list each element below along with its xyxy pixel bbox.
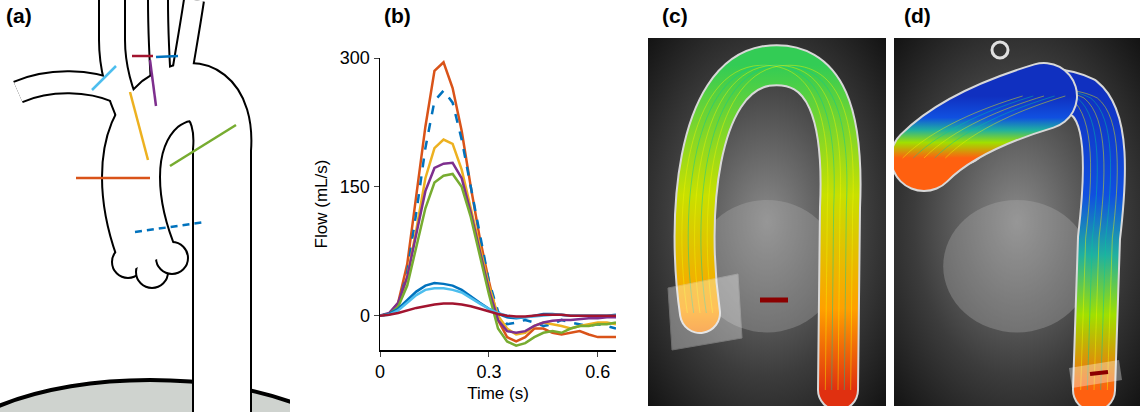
- svg-text:0: 0: [375, 362, 385, 382]
- html-text:(d): (d): [904, 4, 931, 27]
- svg-text:150: 150: [340, 177, 370, 197]
- html-text:(a): (a): [6, 4, 32, 27]
- html-text:(b): (b): [384, 4, 411, 27]
- svg-text:Flow (mL/s): Flow (mL/s): [312, 160, 331, 249]
- svg-text:Time (s): Time (s): [467, 384, 529, 403]
- svg-text:300: 300: [340, 48, 370, 68]
- svg-text:0: 0: [360, 306, 370, 326]
- svg-text:0.3: 0.3: [476, 362, 501, 382]
- svg-text:0.6: 0.6: [585, 362, 610, 382]
- html-text:(c): (c): [662, 4, 688, 27]
